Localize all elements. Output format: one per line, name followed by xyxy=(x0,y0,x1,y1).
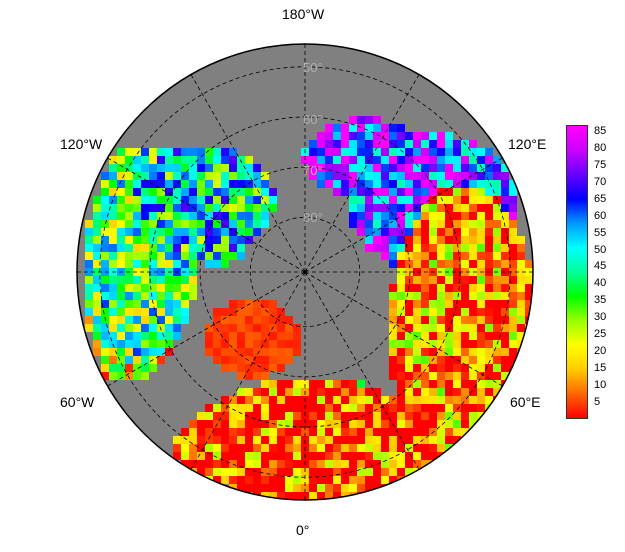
legend-color-bar xyxy=(566,125,588,419)
legend-tick: 75 xyxy=(594,159,607,172)
legend-tick: 60 xyxy=(594,209,607,222)
legend-tick: 30 xyxy=(594,311,607,324)
map-boundary xyxy=(76,43,534,501)
legend-tick: 50 xyxy=(594,243,607,256)
longitude-label-0: 0° xyxy=(296,522,310,538)
legend-tick: 85 xyxy=(594,125,607,138)
legend-tick: 45 xyxy=(594,260,607,273)
longitude-label-60w: 60°W xyxy=(60,394,95,410)
legend-tick: 15 xyxy=(594,361,607,374)
legend-tick: 10 xyxy=(594,378,607,391)
legend-tick: 55 xyxy=(594,226,607,239)
legend-tick: 20 xyxy=(594,344,607,357)
graticule xyxy=(77,44,533,500)
legend-tick: 40 xyxy=(594,277,607,290)
longitude-label-180w: 180°W xyxy=(282,6,325,22)
legend-tick: 80 xyxy=(594,142,607,155)
legend-tick: 35 xyxy=(594,294,607,307)
land-data-cells xyxy=(85,116,533,500)
longitude-label-120e: 120°E xyxy=(508,136,547,152)
latitude-label: 60° xyxy=(303,112,323,127)
latitude-label: 70° xyxy=(303,163,323,178)
legend-tick-labels: 85 80 75 70 65 60 55 50 45 40 35 30 25 20 15 10 5 xyxy=(594,125,624,419)
legend-tick: 25 xyxy=(594,328,607,341)
latitude-label: 80° xyxy=(303,210,323,225)
legend-tick: 5 xyxy=(594,395,601,408)
legend-tick: 70 xyxy=(594,175,607,188)
longitude-label-60e: 60°E xyxy=(510,394,541,410)
longitude-label-120w: 120°W xyxy=(60,136,103,152)
legend-tick: 65 xyxy=(594,192,607,205)
latitude-label: 50° xyxy=(303,60,323,75)
